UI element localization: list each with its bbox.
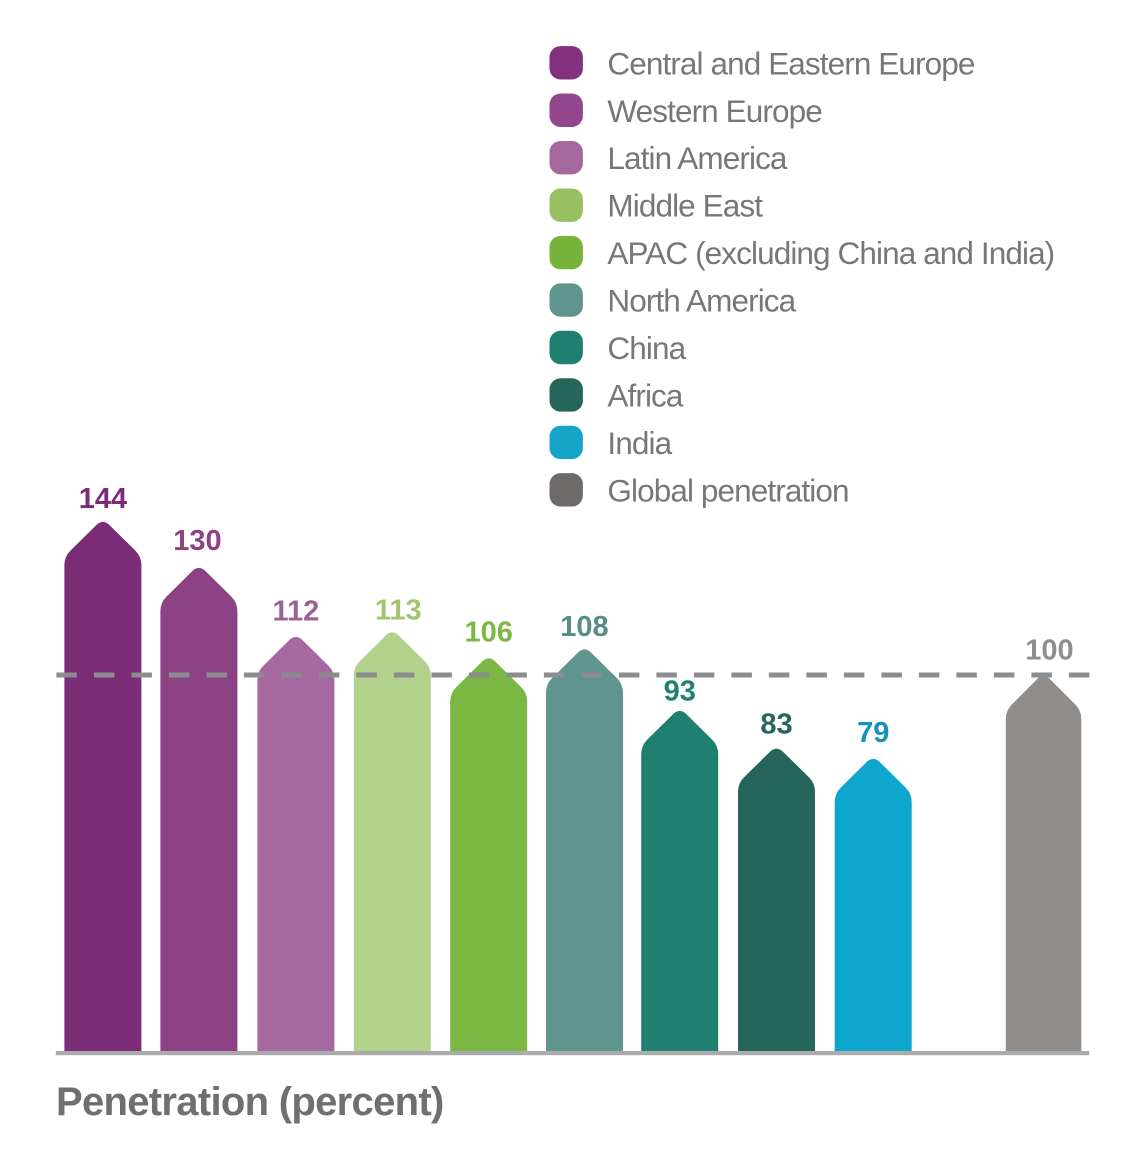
svg-text:83: 83 bbox=[760, 709, 792, 741]
svg-text:144: 144 bbox=[79, 483, 127, 515]
svg-text:China: China bbox=[607, 330, 686, 366]
svg-text:North America: North America bbox=[607, 283, 796, 319]
svg-text:India: India bbox=[607, 425, 672, 461]
svg-text:Penetration (percent): Penetration (percent) bbox=[56, 1080, 444, 1124]
svg-text:100: 100 bbox=[1025, 634, 1073, 666]
svg-text:Africa: Africa bbox=[607, 377, 684, 413]
svg-text:Western Europe: Western Europe bbox=[607, 93, 822, 129]
svg-text:Latin America: Latin America bbox=[607, 140, 788, 176]
svg-text:130: 130 bbox=[173, 525, 221, 557]
svg-text:113: 113 bbox=[375, 595, 422, 627]
svg-text:112: 112 bbox=[273, 596, 320, 628]
svg-text:Global penetration: Global penetration bbox=[607, 472, 848, 508]
svg-text:Central and Eastern Europe: Central and Eastern Europe bbox=[607, 45, 974, 81]
svg-text:108: 108 bbox=[560, 611, 608, 643]
svg-text:106: 106 bbox=[465, 616, 513, 648]
svg-text:APAC (excluding China and Indi: APAC (excluding China and India) bbox=[607, 235, 1054, 271]
svg-text:Middle East: Middle East bbox=[607, 188, 763, 224]
svg-text:93: 93 bbox=[664, 676, 696, 708]
svg-text:79: 79 bbox=[857, 717, 889, 749]
